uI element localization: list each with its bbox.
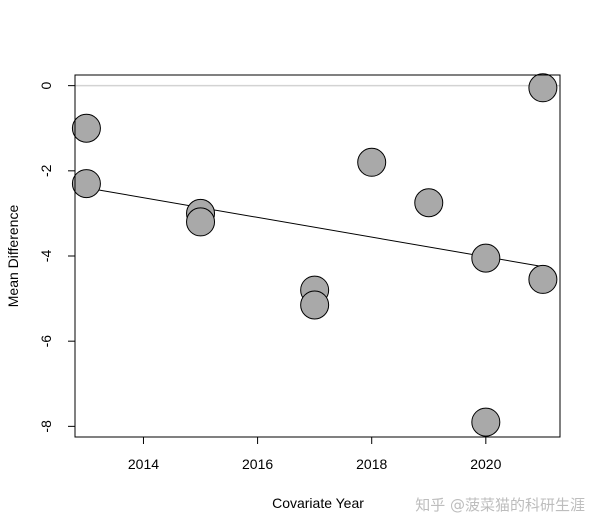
data-point-7 — [414, 188, 444, 218]
data-point-10 — [528, 73, 558, 103]
x-axis-title: Covariate Year — [272, 495, 364, 511]
y-axis-title: Mean Difference — [5, 205, 21, 308]
x-tick-label-2016: 2016 — [242, 456, 273, 472]
data-point-1 — [71, 169, 101, 199]
x-tick-label-2018: 2018 — [356, 456, 387, 472]
y-tick-label-1: -2 — [38, 164, 54, 177]
axes: 2014 2016 2018 2020 0 -2 -4 -6 -8 — [38, 74, 561, 472]
data-point-8 — [471, 243, 501, 273]
data-point-11 — [528, 264, 558, 294]
plot-area — [71, 73, 560, 437]
data-point-3 — [186, 207, 216, 237]
y-tick-label-4: -8 — [38, 420, 54, 433]
watermark-text: 知乎 @菠菜猫的科研生涯 — [415, 496, 585, 514]
data-point-9 — [471, 407, 501, 437]
y-tick-label-2: -4 — [38, 250, 54, 263]
x-tick-label-2014: 2014 — [128, 456, 159, 472]
data-point-6 — [357, 147, 387, 177]
y-tick-label-3: -6 — [38, 335, 54, 348]
regression-line — [86, 187, 543, 268]
x-tick-label-2020: 2020 — [470, 456, 501, 472]
data-point-5 — [300, 290, 330, 320]
data-point-0 — [71, 113, 101, 143]
y-tick-label-0: 0 — [38, 82, 54, 90]
